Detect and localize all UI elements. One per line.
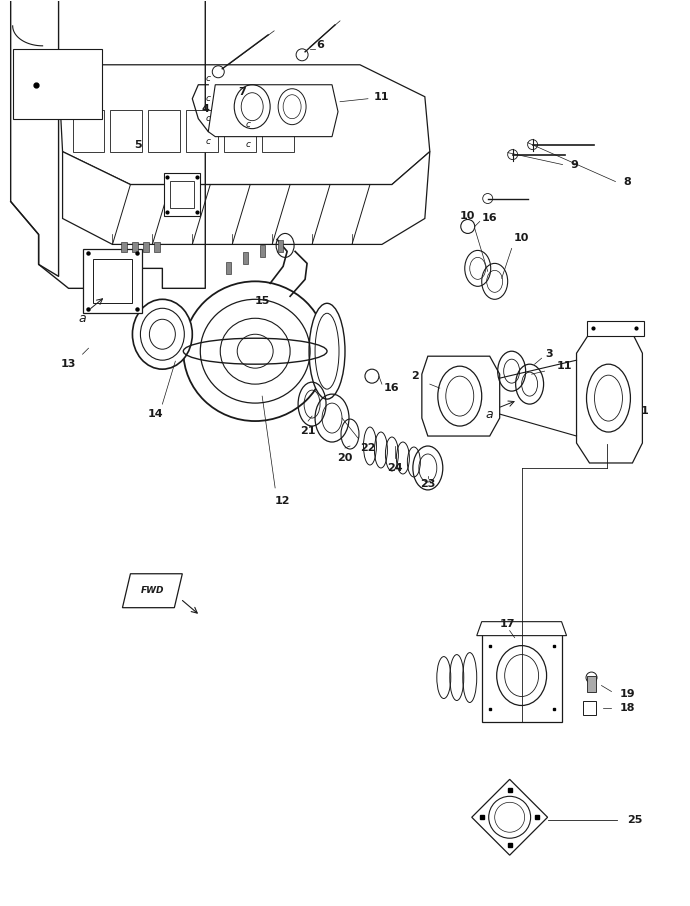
Text: 10: 10 [514,234,529,244]
Text: 19: 19 [620,689,635,699]
Text: 6: 6 [316,40,324,50]
Bar [582,701,596,716]
Bar [262,110,294,151]
Bar [482,632,562,722]
Text: 23: 23 [420,479,435,489]
Bar [132,243,139,253]
Polygon shape [59,65,430,185]
Bar [92,259,132,304]
Bar [164,172,200,217]
Text: 11: 11 [557,361,572,371]
Text: 15: 15 [255,296,270,306]
Text: 3: 3 [546,349,553,359]
Text: 14: 14 [148,410,164,419]
Polygon shape [477,622,566,636]
Text: c: c [206,94,210,103]
Text: c: c [206,137,210,146]
Text: 22: 22 [360,443,375,453]
Bar [586,322,644,336]
Ellipse shape [184,282,327,421]
Polygon shape [577,333,642,463]
Bar [243,253,248,265]
Bar [170,180,195,208]
Bar [277,240,283,253]
Text: 25: 25 [627,815,642,825]
Text: FWD: FWD [141,586,164,595]
Bar [12,49,103,119]
Text: 13: 13 [61,359,77,369]
Bar [226,263,230,275]
Polygon shape [472,779,548,855]
Text: 11: 11 [374,92,390,101]
Bar [110,110,142,151]
Text: c: c [206,74,210,83]
Polygon shape [122,573,182,608]
Polygon shape [63,151,430,245]
Text: 5: 5 [135,140,142,149]
Text: 21: 21 [300,426,316,436]
Text: c: c [246,140,250,149]
Bar [259,246,265,257]
Ellipse shape [237,334,273,368]
Text: 2: 2 [411,371,419,381]
Text: c: c [206,114,210,123]
Text: 16: 16 [384,383,400,393]
Bar [83,249,142,313]
Text: a: a [79,312,86,324]
Bar [72,110,104,151]
Text: 12: 12 [275,496,290,506]
Text: a: a [486,408,493,420]
Bar [186,110,218,151]
Ellipse shape [132,299,193,369]
Polygon shape [422,356,500,436]
Text: 10: 10 [460,211,475,221]
Text: 16: 16 [482,214,497,224]
Polygon shape [208,85,338,137]
Bar [224,110,256,151]
Ellipse shape [309,304,345,400]
Bar [121,243,128,253]
Text: 24: 24 [387,463,403,473]
Bar [155,243,160,253]
Text: 9: 9 [571,159,578,169]
Bar [587,676,596,691]
Bar [144,243,150,253]
Text: 1: 1 [640,406,649,416]
Text: c: c [246,120,250,130]
Text: 8: 8 [624,177,631,187]
Text: 17: 17 [500,619,515,629]
Text: 20: 20 [337,453,353,463]
Text: 18: 18 [620,703,635,714]
Text: 4: 4 [201,103,209,113]
Ellipse shape [150,319,175,349]
Bar [148,110,180,151]
Text: 7: 7 [238,87,246,97]
